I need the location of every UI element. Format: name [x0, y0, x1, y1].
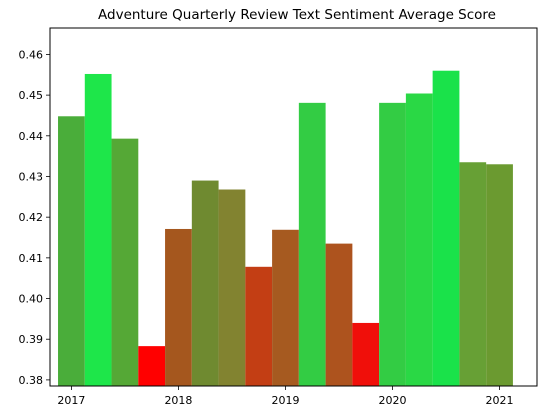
x-axis-ticks: 2017 2018 2019 2020 2021	[57, 386, 514, 407]
bar-7	[245, 266, 273, 386]
bar-5	[191, 180, 219, 386]
y-tick-label: 0.41	[19, 252, 44, 265]
y-tick-label: 0.43	[19, 170, 44, 183]
plot-area-frame	[49, 27, 538, 387]
bar-9	[298, 102, 326, 386]
bar-8	[272, 229, 299, 386]
bar-3	[138, 346, 166, 386]
bar-12	[379, 102, 406, 386]
y-tick-label: 0.38	[19, 374, 44, 387]
x-tick-label: 2017	[57, 394, 85, 407]
bar-4	[165, 228, 192, 386]
y-axis-ticks: 0.38 0.39 0.40 0.41 0.42 0.43 0.44 0.45 0.46	[19, 48, 50, 387]
bar-13	[405, 93, 433, 386]
chart-title: Adventure Quarterly Review Text Sentimen…	[98, 7, 496, 23]
y-tick-label: 0.46	[19, 48, 44, 61]
bar-2	[111, 138, 139, 386]
bar-10	[325, 243, 353, 386]
bar-6	[218, 189, 246, 386]
y-tick-label: 0.39	[19, 333, 44, 346]
x-tick-label: 2018	[164, 394, 192, 407]
x-tick-label: 2019	[271, 394, 299, 407]
x-tick-label: 2021	[486, 394, 514, 407]
y-tick-label: 0.45	[19, 89, 44, 102]
bars-group	[58, 70, 513, 386]
bar-14	[432, 70, 460, 386]
y-tick-label: 0.40	[19, 293, 44, 306]
bar-1	[84, 73, 112, 386]
bar-0	[58, 116, 85, 386]
y-tick-label: 0.42	[19, 211, 44, 224]
bar-11	[352, 322, 380, 386]
x-tick-label: 2020	[379, 394, 407, 407]
bar-16	[486, 164, 513, 386]
bar-15	[459, 162, 487, 386]
y-tick-label: 0.44	[19, 130, 44, 143]
